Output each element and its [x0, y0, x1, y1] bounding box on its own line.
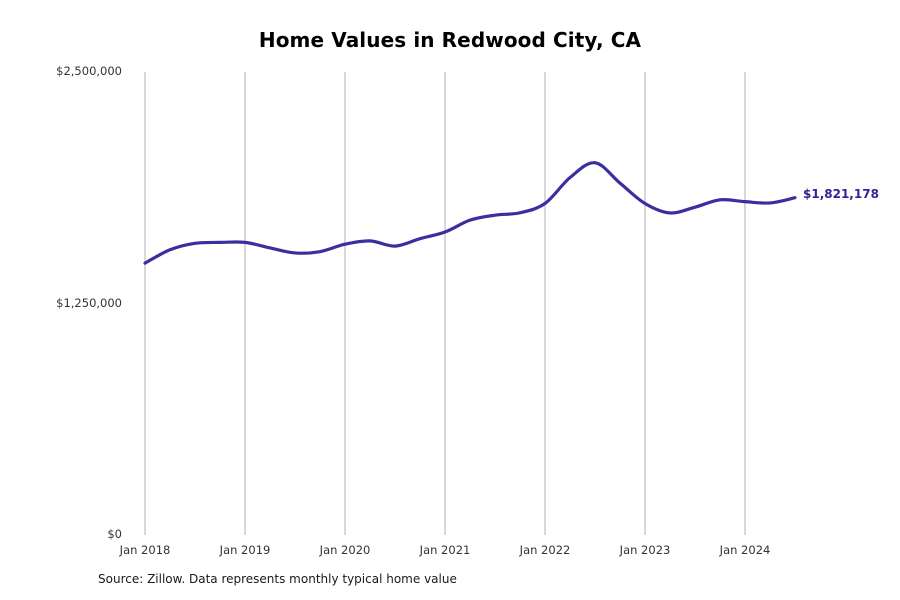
- x-tick-label-0: Jan 2018: [119, 543, 171, 557]
- chart-caption: Source: Zillow. Data represents monthly …: [98, 572, 457, 586]
- x-tick-label-6: Jan 2024: [719, 543, 771, 557]
- gridlines: [144, 72, 746, 535]
- chart-title: Home Values in Redwood City, CA: [258, 28, 642, 52]
- data-series-line: [143, 161, 797, 265]
- x-tick-label-3: Jan 2021: [419, 543, 471, 557]
- x-tick-label-2: Jan 2020: [319, 543, 371, 557]
- series-path: [143, 161, 797, 265]
- y-tick-label: $1,250,000: [56, 295, 122, 310]
- y-tick-label: $2,500,000: [56, 64, 122, 78]
- x-tick-label-1: Jan 2019: [219, 543, 271, 557]
- x-tick-label-4: Jan 2022: [519, 543, 571, 557]
- end-value-annotation: $1,821,178: [803, 186, 879, 201]
- y-tick-label: $0: [107, 527, 122, 541]
- x-tick-label-5: Jan 2023: [619, 543, 671, 557]
